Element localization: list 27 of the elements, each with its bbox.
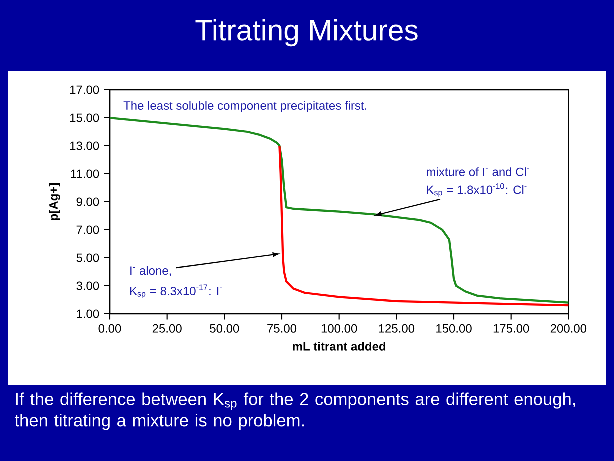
- x-tick-label: 75.00: [268, 324, 297, 333]
- y-tick-label: 17.00: [70, 86, 100, 94]
- annotation: The least soluble component precipitates first.: [124, 101, 367, 112]
- y-axis-title: p[Ag+]: [49, 184, 60, 220]
- y-tick-label: 13.00: [70, 142, 100, 150]
- y-tick-label: 3.00: [76, 282, 100, 290]
- x-tick-label: 25.00: [152, 324, 182, 333]
- x-tick-label: 150.00: [436, 324, 472, 333]
- y-tick-label: 5.00: [76, 254, 100, 262]
- x-axis-title: mL titrant added: [293, 342, 386, 351]
- x-tick-label: 0.00: [98, 324, 122, 333]
- chart-title: Titrating Mixtures: [196, 19, 418, 47]
- x-tick-label: 175.00: [494, 324, 530, 333]
- x-tick-label: 125.00: [379, 324, 415, 333]
- annotation: mixture of I$^{-}$ and Cl$^{-}$: [427, 168, 530, 176]
- y-tick-label: 1.00: [77, 310, 100, 318]
- x-tick-label: 100.00: [322, 324, 358, 333]
- x-tick-label: 50.00: [210, 324, 240, 333]
- y-tick-label: 11.00: [71, 170, 100, 178]
- text: If the difference between K$_{sp}$ for the 2 components are different enough, then titrating a mixture is no problem.: [14, 392, 576, 430]
- annotation: K$_{sp}$ = 8.3x10$^{-17}$: I$^{-}$: [130, 284, 222, 298]
- x-tick-label: 200.00: [550, 324, 587, 333]
- y-tick-label: 7.00: [76, 226, 100, 234]
- y-tick-label: 9.00: [76, 198, 100, 206]
- annotation: K$_{sp}$ = 1.8x10$^{-10}$: Cl$^{-}$: [427, 184, 527, 198]
- annotation: I$^{-}$ alone,: [130, 266, 172, 277]
- y-tick-label: 15.00: [70, 114, 100, 122]
